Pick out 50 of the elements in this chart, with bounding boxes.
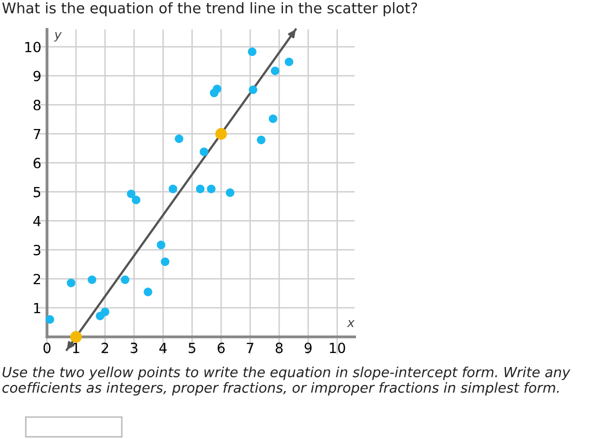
y-tick-label: 8 (34, 100, 40, 110)
point (126, 190, 136, 198)
point (70, 331, 82, 343)
y-tick-label: 7 (34, 128, 40, 140)
point (248, 47, 256, 56)
x-tick-label: 8 (276, 342, 283, 354)
point (196, 184, 205, 194)
point (66, 278, 76, 288)
point (215, 128, 227, 140)
point (212, 84, 222, 94)
point (144, 288, 152, 296)
point (270, 66, 280, 76)
x-tick-label: 5 (188, 342, 196, 354)
point (132, 196, 140, 204)
x-tick-label: 2 (102, 342, 108, 353)
point (120, 275, 130, 284)
point (248, 85, 258, 94)
x-axis-title: x (346, 320, 355, 328)
y-tick-label: 2 (34, 274, 40, 284)
x-tick-label: 4 (159, 342, 167, 353)
point (168, 184, 178, 194)
x-tick-label: 9 (304, 342, 312, 354)
y-axis-title: y (54, 32, 62, 42)
x-tick-label: 3 (130, 342, 138, 354)
point (268, 114, 278, 124)
y-tick-label: 1 (34, 303, 40, 314)
point (46, 315, 54, 324)
y-tick-label: 4 (33, 216, 41, 226)
x-tick-label: 1 (73, 342, 80, 353)
y-tick-label: 5 (34, 186, 40, 198)
chart-title: What is the equation of the trend line in the scatter plot? (2, 2, 418, 16)
x-tick-label: 10 (330, 342, 346, 354)
x-tick-label: 6 (218, 342, 225, 354)
x-tick-label: 7 (246, 342, 254, 353)
point (156, 240, 166, 250)
point (174, 134, 184, 144)
point (200, 148, 208, 156)
point (206, 184, 216, 194)
y-tick-label: 3 (34, 244, 40, 256)
y-tick-label: 9 (33, 70, 40, 82)
point (256, 136, 266, 144)
y-tick-label: 10 (25, 42, 41, 52)
point (284, 58, 294, 66)
x-tick-label: 0 (44, 342, 51, 354)
text: Use the two yellow points to write the equation in slope-intercept form. Write any coefficients as integers, proper fractions, or improper fractions in simplest form. (2, 366, 570, 396)
point (100, 308, 110, 316)
point (160, 257, 170, 266)
y-tick-label: 6 (34, 158, 41, 168)
point (226, 188, 234, 197)
point (88, 275, 96, 284)
